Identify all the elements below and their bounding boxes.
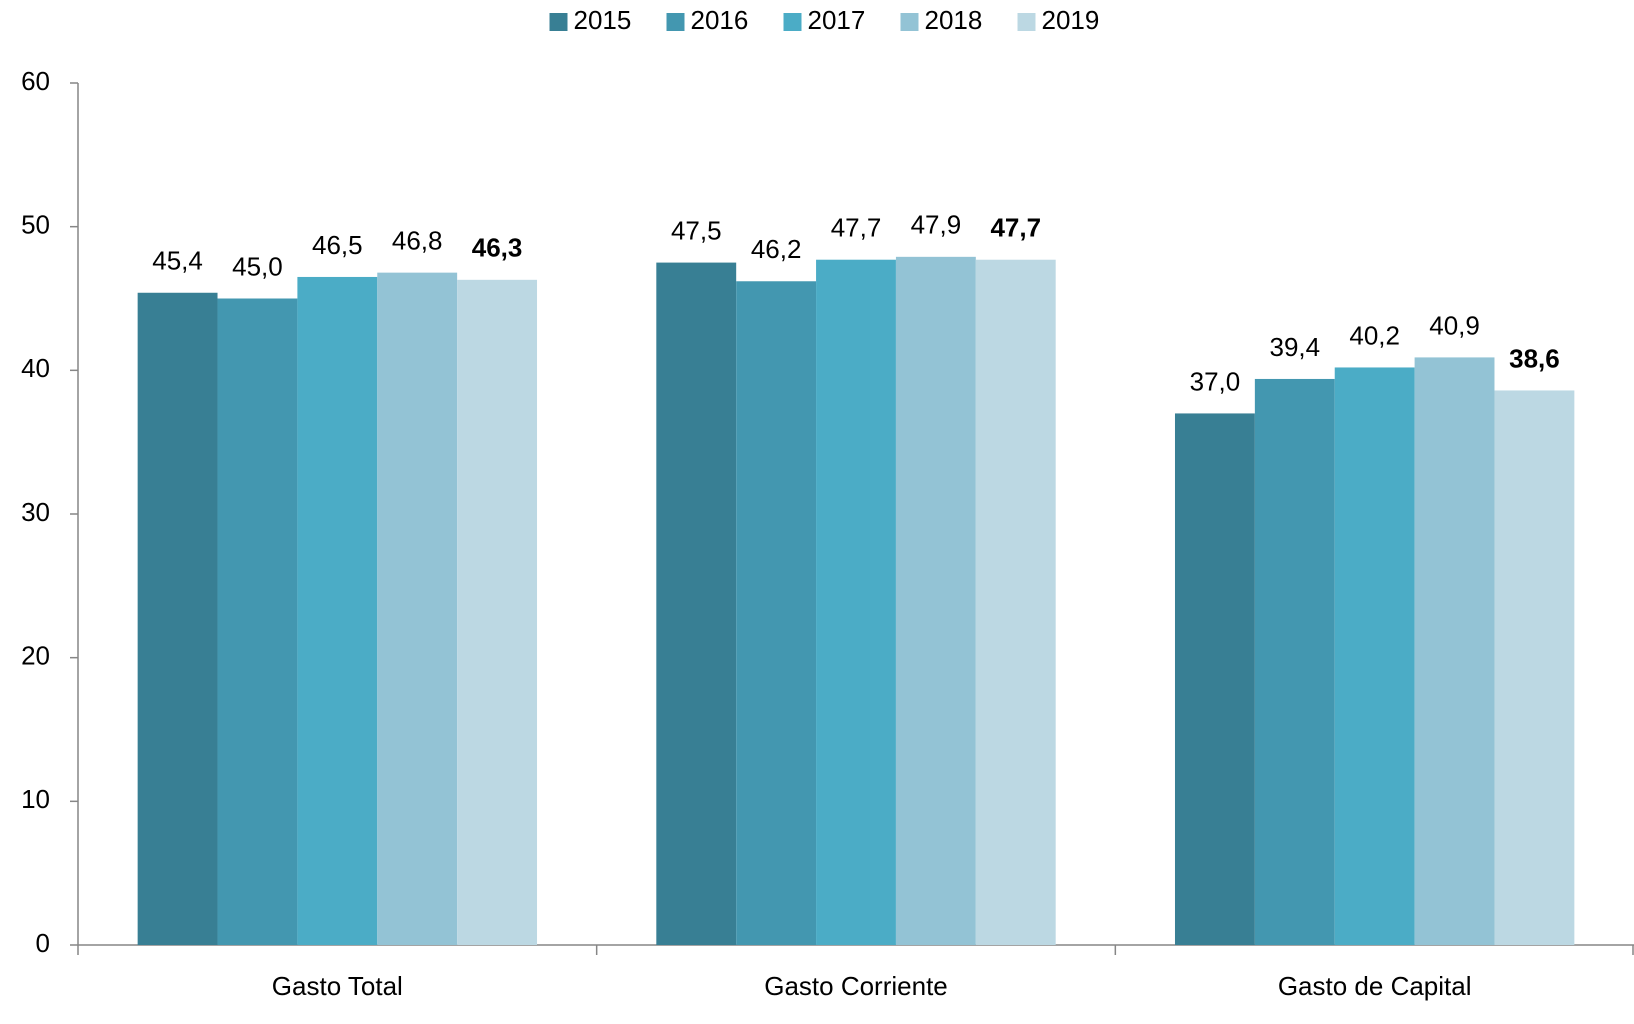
bar	[1254, 378, 1335, 945]
value-label: 40,9	[1429, 310, 1480, 340]
bar	[1494, 390, 1575, 945]
value-label: 47,9	[911, 210, 962, 240]
y-tick-label: 40	[21, 353, 50, 383]
legend-swatch	[783, 13, 802, 31]
value-label: 46,8	[392, 226, 443, 256]
bar	[975, 259, 1056, 946]
y-tick-label: 30	[21, 497, 50, 527]
value-label: 46,3	[472, 233, 523, 263]
legend-label: 2018	[925, 5, 983, 35]
value-label: 47,7	[831, 213, 882, 243]
value-label: 40,2	[1349, 320, 1400, 350]
legend-label: 2015	[574, 5, 632, 35]
bar	[816, 259, 896, 946]
bar	[736, 281, 817, 945]
bar	[895, 256, 976, 945]
y-tick-label: 60	[21, 66, 50, 96]
bar	[137, 292, 218, 946]
legend-swatch	[900, 13, 919, 31]
legend-swatch	[666, 13, 685, 31]
value-label: 47,5	[671, 215, 722, 245]
value-label: 47,7	[990, 213, 1041, 243]
y-tick-label: 20	[21, 641, 50, 671]
legend-swatch	[549, 13, 568, 31]
bar	[457, 279, 538, 945]
bar	[1174, 413, 1255, 945]
bar	[1334, 367, 1415, 946]
x-tick-label: Gasto de Capital	[1278, 971, 1472, 1001]
bar	[297, 276, 378, 945]
x-tick-label: Gasto Corriente	[764, 971, 948, 1001]
bar	[377, 272, 458, 945]
y-tick-label: 10	[21, 784, 50, 814]
y-tick-label: 50	[21, 210, 50, 240]
y-tick-label: 0	[36, 928, 50, 958]
legend-label: 2019	[1042, 5, 1100, 35]
legend-label: 2016	[691, 5, 749, 35]
value-label: 46,5	[312, 230, 363, 260]
legend-swatch	[1017, 13, 1036, 31]
value-label: 45,0	[232, 251, 283, 281]
bar	[1414, 357, 1495, 945]
value-label: 45,4	[152, 246, 203, 276]
legend-label: 2017	[808, 5, 866, 35]
bar	[656, 262, 737, 945]
value-label: 46,2	[751, 234, 802, 264]
value-label: 37,0	[1190, 366, 1241, 396]
value-label: 38,6	[1509, 343, 1560, 373]
value-label: 39,4	[1269, 332, 1320, 362]
bar	[217, 298, 298, 945]
x-tick-label: Gasto Total	[272, 971, 403, 1001]
